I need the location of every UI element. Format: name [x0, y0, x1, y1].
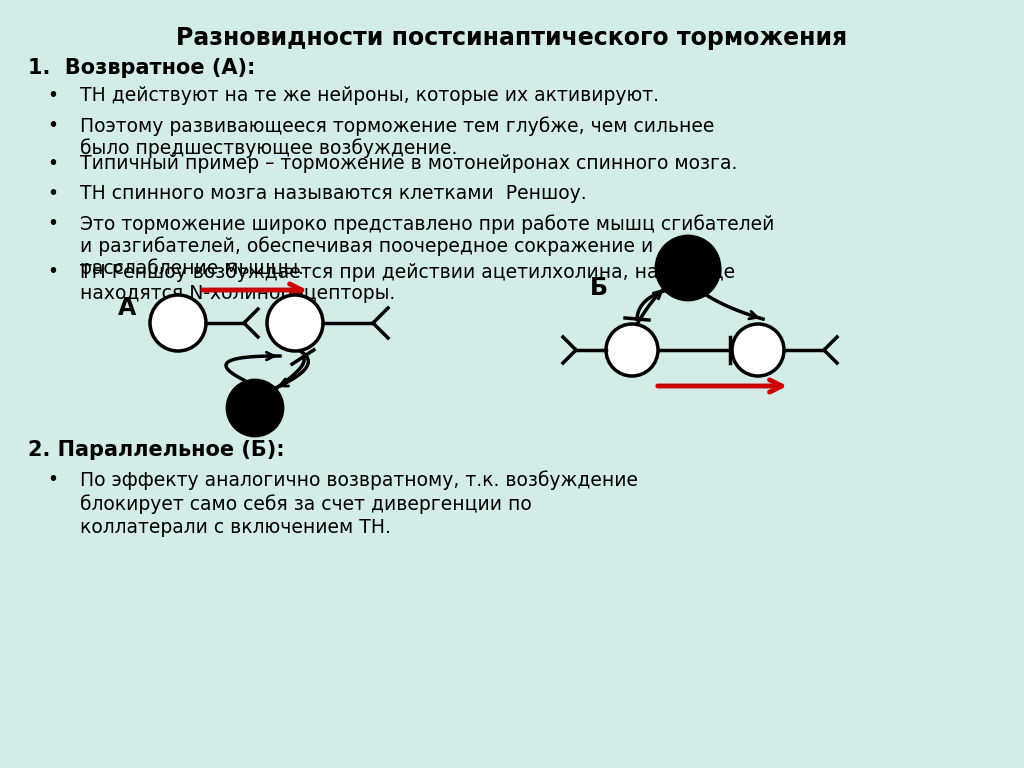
Circle shape	[267, 295, 323, 351]
Text: 2. Параллельное (Б):: 2. Параллельное (Б):	[28, 440, 285, 460]
Text: •: •	[47, 86, 58, 105]
Text: Б: Б	[590, 276, 608, 300]
Text: •: •	[47, 184, 58, 203]
Circle shape	[150, 295, 206, 351]
Text: 1.  Возвратное (А):: 1. Возвратное (А):	[28, 58, 255, 78]
Text: А: А	[118, 296, 136, 320]
Text: •: •	[47, 262, 58, 281]
Text: Типичный пример – торможение в мотонейронах спинного мозга.: Типичный пример – торможение в мотонейро…	[80, 154, 737, 173]
Text: было предшествующее возбуждение.: было предшествующее возбуждение.	[80, 138, 458, 157]
Text: •: •	[47, 214, 58, 233]
Text: •: •	[47, 470, 58, 489]
Text: коллатерали с включением ТН.: коллатерали с включением ТН.	[80, 518, 391, 537]
Circle shape	[656, 236, 720, 300]
Text: По эффекту аналогично возвратному, т.к. возбуждение: По эффекту аналогично возвратному, т.к. …	[80, 470, 638, 490]
Text: Это торможение широко представлено при работе мышц сгибателей: Это торможение широко представлено при р…	[80, 214, 774, 233]
Text: и разгибателей, обеспечивая поочередное сокражение и: и разгибателей, обеспечивая поочередное …	[80, 236, 653, 256]
Text: ТН Реншоу возбуждается при действии ацетилхолина, на мышце: ТН Реншоу возбуждается при действии ацет…	[80, 262, 735, 282]
Text: Поэтому развивающееся торможение тем глубже, чем сильнее: Поэтому развивающееся торможение тем глу…	[80, 116, 715, 136]
Circle shape	[606, 324, 658, 376]
Text: Разновидности постсинаптического торможения: Разновидности постсинаптического торможе…	[176, 26, 848, 50]
Text: находятся N-холинорецепторы.: находятся N-холинорецепторы.	[80, 284, 395, 303]
Text: ТН спинного мозга называются клетками  Реншоу.: ТН спинного мозга называются клетками Ре…	[80, 184, 587, 203]
Text: •: •	[47, 116, 58, 135]
Text: расслабление мышцы.: расслабление мышцы.	[80, 258, 304, 278]
Text: •: •	[47, 154, 58, 173]
Circle shape	[227, 380, 283, 436]
Text: ТН действуют на те же нейроны, которые их активируют.: ТН действуют на те же нейроны, которые и…	[80, 86, 659, 105]
Text: блокирует само себя за счет дивергенции по: блокирует само себя за счет дивергенции …	[80, 494, 531, 514]
Circle shape	[732, 324, 784, 376]
